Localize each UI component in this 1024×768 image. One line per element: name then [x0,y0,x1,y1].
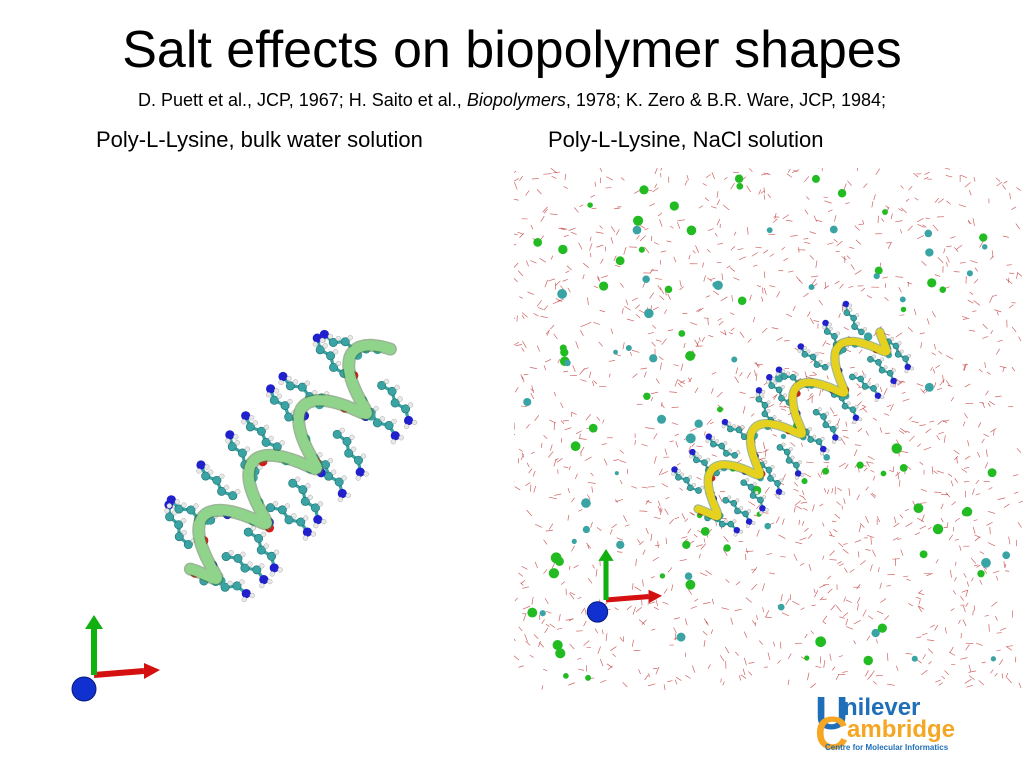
poly-lysine-molecule [671,300,915,537]
citation-journal: Biopolymers [466,90,566,110]
logo-subtitle: Centre for Molecular Informatics [825,743,949,752]
citations: D. Puett et al., JCP, 1967; H. Saito et … [0,88,1024,112]
logo-word-cambridge: ambridge [847,716,956,743]
molecule-render-bulk-water [71,329,418,702]
citation-text-1: D. Puett et al., JCP, 1967; H. Saito et … [137,90,467,110]
water-molecules [514,168,1023,690]
logo-letter-u: U [815,687,849,739]
unilever-cambridge-logo: U C nilever ambridge Centre for Molecula… [815,689,975,757]
logo-letter-c: C [815,707,849,759]
citation-text-2: , 1978; K. Zero & B.R. Ware, JCP, 1984; [565,90,887,110]
axes-triad-icon [586,549,663,623]
axes-triad-icon [71,615,160,702]
logo-word-unilever: nilever [843,694,921,721]
caption-bulk-water: Poly-L-Lysine, bulk water solution [96,127,423,152]
slide-title: Salt effects on biopolymer shapes [122,21,902,79]
molecule-render-nacl [514,168,1023,690]
ions [523,174,1011,681]
caption-nacl: Poly-L-Lysine, NaCl solution [548,127,824,152]
poly-lysine-molecule [164,329,418,603]
